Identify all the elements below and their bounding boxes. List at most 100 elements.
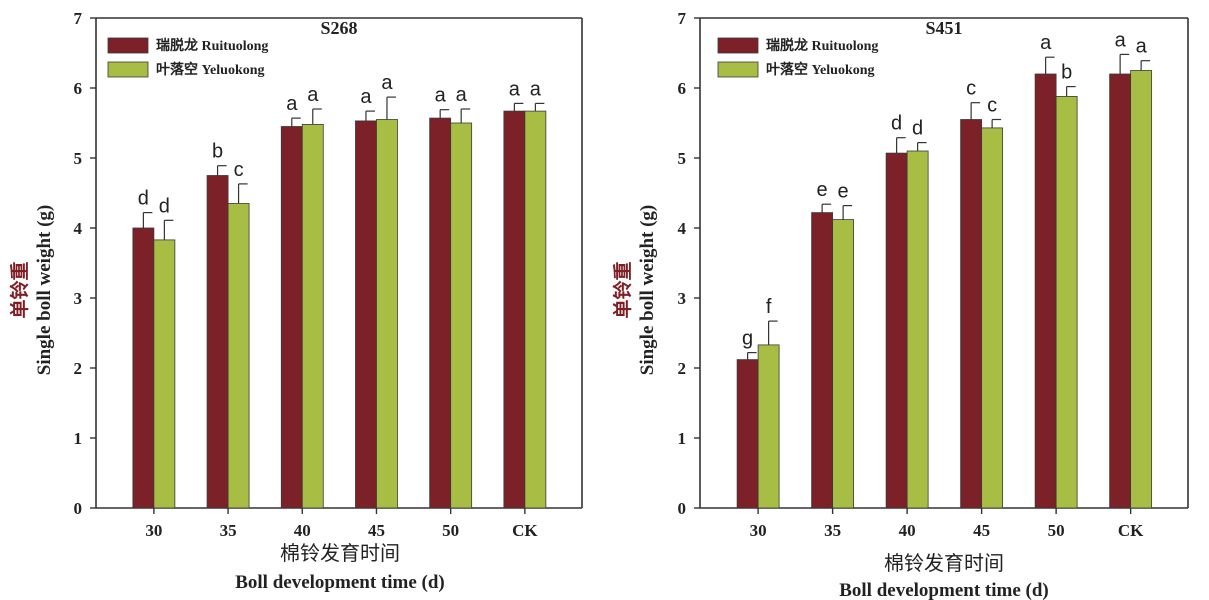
bar xyxy=(524,110,547,509)
x-tick-label: 50 xyxy=(442,521,459,540)
bar xyxy=(736,359,759,509)
y-tick-label: 3 xyxy=(678,289,687,308)
significance-label: e xyxy=(817,179,828,201)
bar xyxy=(355,120,377,509)
x-axis-label-cn: 棉铃发育时间 xyxy=(280,541,400,565)
significance-label: a xyxy=(360,86,372,108)
y-axis-label-en: Single boll weight (g) xyxy=(34,205,55,375)
significance-label: d xyxy=(138,188,149,210)
x-tick-label: 30 xyxy=(750,521,767,540)
significance-label: a xyxy=(509,78,521,100)
y-axis-label-cn: 单铃重 xyxy=(8,261,31,318)
bar xyxy=(906,150,929,509)
x-tick-label: 30 xyxy=(145,521,162,540)
significance-label: g xyxy=(742,328,753,350)
bar xyxy=(280,126,303,509)
x-axis-label-en: Boll development time (d) xyxy=(839,580,1049,600)
y-tick-label: 6 xyxy=(74,79,83,98)
legend-swatch xyxy=(107,61,149,78)
bar xyxy=(757,344,780,509)
significance-label: b xyxy=(212,141,223,163)
bar xyxy=(960,119,983,509)
y-tick-label: 5 xyxy=(74,149,83,168)
bar xyxy=(1109,73,1132,509)
x-tick-label: 40 xyxy=(899,521,916,540)
legend-swatch xyxy=(107,37,149,54)
significance-label: a xyxy=(456,84,468,106)
significance-label: c xyxy=(966,78,976,100)
y-axis-label-cn: 单铃重 xyxy=(611,261,634,318)
bar xyxy=(1034,73,1057,509)
y-tick-label: 2 xyxy=(74,359,83,378)
significance-label: a xyxy=(1040,32,1052,54)
significance-label: a xyxy=(435,85,447,107)
x-tick-label: 45 xyxy=(368,521,385,540)
bar xyxy=(503,110,526,509)
y-tick-label: 0 xyxy=(678,499,687,518)
significance-label: f xyxy=(766,296,772,318)
y-tick-label: 7 xyxy=(678,9,687,28)
significance-label: a xyxy=(286,93,298,115)
x-axis-label-cn: 棉铃发育时间 xyxy=(884,551,1004,575)
x-axis-label-en: Boll development time (d) xyxy=(235,572,445,593)
significance-label: b xyxy=(1061,62,1072,84)
x-tick-label: 50 xyxy=(1048,521,1065,540)
y-tick-label: 1 xyxy=(74,429,83,448)
legend-swatch xyxy=(717,37,759,54)
significance-label: a xyxy=(530,78,542,100)
significance-label: e xyxy=(838,181,849,203)
legend: 瑞脱龙 Ruituolong 叶落空 Yeluokong xyxy=(717,37,878,78)
bar xyxy=(1055,96,1078,509)
bar xyxy=(132,227,155,509)
significance-label: a xyxy=(1136,36,1148,58)
chart-title: S268 xyxy=(320,18,357,38)
x-tick-label: 45 xyxy=(973,521,990,540)
legend: 瑞脱龙 Ruituolong 叶落空 Yeluokong xyxy=(107,37,268,78)
x-tick-label: 40 xyxy=(294,521,311,540)
bar xyxy=(1130,70,1153,509)
x-tick-label: 35 xyxy=(220,521,237,540)
significance-label: a xyxy=(307,84,319,106)
significance-label: c xyxy=(234,159,244,181)
significance-label: d xyxy=(891,113,902,135)
bar xyxy=(832,219,855,509)
x-tick-label: 35 xyxy=(824,521,841,540)
legend-label: 瑞脱龙 Ruituolong xyxy=(766,37,878,54)
significance-label: c xyxy=(987,95,997,117)
legend-label: 叶落空 Yeluokong xyxy=(766,61,875,78)
y-tick-label: 6 xyxy=(678,79,687,98)
x-tick-label: CK xyxy=(1118,521,1144,540)
y-axis-label: 单铃重 Single boll weight (g) xyxy=(611,205,658,375)
y-tick-label: 5 xyxy=(678,149,687,168)
bar xyxy=(811,212,834,509)
x-tick-label: CK xyxy=(512,521,538,540)
bar xyxy=(227,203,250,509)
significance-label: d xyxy=(912,118,923,140)
significance-label: a xyxy=(1115,29,1127,51)
y-tick-label: 0 xyxy=(74,499,83,518)
bar xyxy=(450,122,473,509)
bar xyxy=(981,127,1004,509)
significance-label: a xyxy=(381,72,393,94)
legend-swatch xyxy=(717,61,759,78)
bar xyxy=(301,124,324,509)
bar xyxy=(153,239,176,509)
y-tick-label: 3 xyxy=(74,289,83,308)
y-tick-label: 7 xyxy=(74,9,83,28)
y-tick-label: 1 xyxy=(678,429,687,448)
bar xyxy=(376,119,398,509)
y-tick-label: 4 xyxy=(678,219,687,238)
y-tick-label: 4 xyxy=(74,219,83,238)
bar xyxy=(429,117,452,509)
y-axis-label: 单铃重 Single boll weight (g) xyxy=(8,205,55,375)
significance-label: d xyxy=(159,195,170,217)
y-axis-label-en: Single boll weight (g) xyxy=(637,205,658,375)
y-tick-label: 2 xyxy=(678,359,687,378)
bar xyxy=(885,152,908,509)
bar xyxy=(206,175,229,509)
legend-label: 叶落空 Yeluokong xyxy=(156,61,265,78)
legend-label: 瑞脱龙 Ruituolong xyxy=(156,37,268,54)
